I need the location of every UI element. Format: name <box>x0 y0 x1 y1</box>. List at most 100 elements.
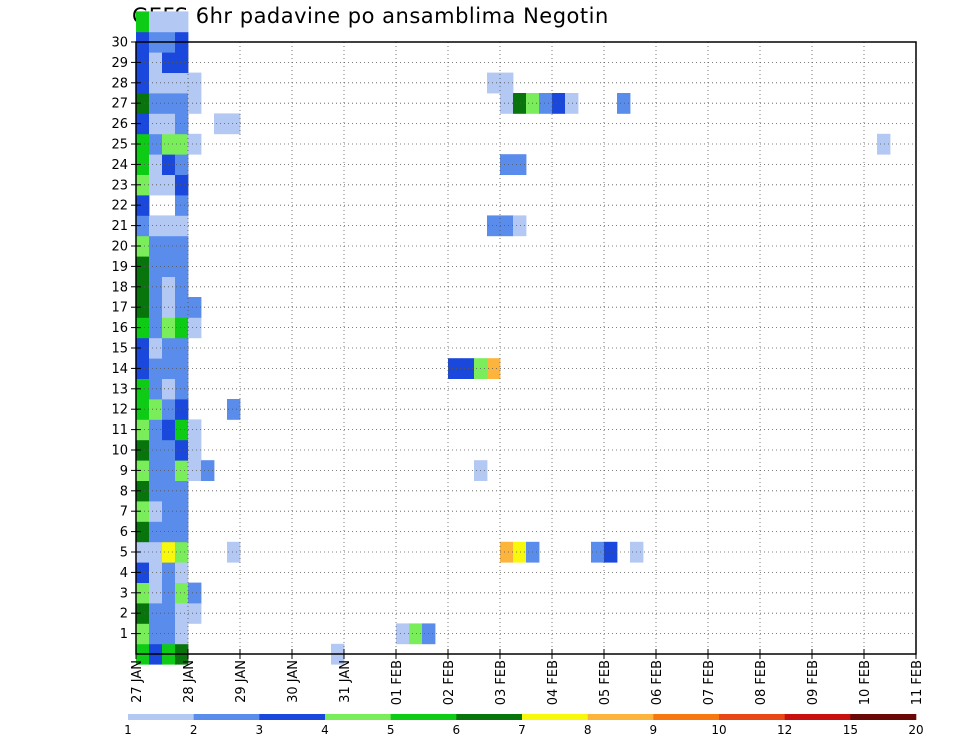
heatmap-cell <box>396 623 410 645</box>
heatmap-cell <box>136 623 150 645</box>
heatmap-cell <box>175 195 189 216</box>
heatmap-cell <box>175 337 189 359</box>
y-tick-label: 6 <box>120 525 128 540</box>
heatmap-cell <box>539 93 553 114</box>
legend-label: 4 <box>321 723 329 737</box>
heatmap-cell <box>136 11 150 33</box>
heatmap-cell <box>149 317 163 339</box>
legend-swatch <box>587 714 654 720</box>
heatmap-cell <box>175 52 189 73</box>
legend-label: 7 <box>518 723 526 737</box>
legend-label: 9 <box>650 723 658 737</box>
x-tick-label: 03 FEB <box>494 660 509 705</box>
heatmap-cell <box>513 215 527 237</box>
heatmap-cell <box>136 562 150 583</box>
heatmap-cell <box>149 378 163 400</box>
heatmap-cell <box>136 419 150 441</box>
heatmap-cell <box>513 154 527 175</box>
heatmap-cell <box>149 501 163 522</box>
x-tick-label: 28 JAN <box>182 660 197 703</box>
heatmap-cell <box>149 215 163 237</box>
x-tick-label: 30 JAN <box>286 660 301 703</box>
x-tick-label: 09 FEB <box>806 660 821 705</box>
heatmap-cell <box>175 215 189 237</box>
heatmap-cell <box>149 460 163 481</box>
heatmap-cell <box>513 541 527 563</box>
legend-label: 5 <box>387 723 395 737</box>
heatmap-cell <box>487 358 501 379</box>
cells-layer <box>136 11 891 665</box>
heatmap-cell <box>136 460 150 481</box>
legend-label: 15 <box>843 723 858 737</box>
legend-swatch <box>325 714 391 720</box>
heatmap-cell <box>136 72 150 94</box>
heatmap-cell <box>175 11 189 33</box>
heatmap-cell <box>149 562 163 583</box>
heatmap-cell <box>188 133 202 155</box>
y-tick-label: 11 <box>111 423 128 438</box>
heatmap-cell <box>136 337 150 359</box>
y-tick-label: 22 <box>111 199 128 214</box>
heatmap-cell <box>136 174 150 196</box>
legend-label: 20 <box>908 723 923 737</box>
heatmap-cell <box>149 256 163 277</box>
chart-title: GEFS 6hr padavine po ansamblima Negotin <box>132 4 609 28</box>
heatmap-cell <box>604 541 618 563</box>
heatmap-cell <box>188 439 202 461</box>
heatmap-cell <box>175 562 189 583</box>
heatmap-cell <box>149 582 163 604</box>
heatmap-cell <box>149 11 163 33</box>
heatmap-cell <box>175 480 189 502</box>
heatmap-cell <box>149 603 163 624</box>
y-tick-label: 27 <box>111 97 128 112</box>
heatmap-cell <box>175 419 189 441</box>
heatmap-cell <box>175 297 189 318</box>
heatmap-cell <box>448 358 462 379</box>
heatmap-cell <box>136 480 150 502</box>
heatmap-cell <box>149 52 163 73</box>
heatmap-cell <box>188 297 202 318</box>
heatmap-cell <box>175 358 189 379</box>
heatmap-cell <box>227 399 241 420</box>
heatmap-cell <box>188 317 202 339</box>
y-tick-label: 12 <box>111 403 128 418</box>
heatmap-cell <box>227 541 241 563</box>
y-tick-label: 24 <box>111 158 128 173</box>
y-tick-label: 28 <box>111 76 128 91</box>
heatmap-cell <box>136 276 150 298</box>
y-tick-label: 23 <box>111 178 128 193</box>
heatmap-cell <box>136 603 150 624</box>
heatmap-cell <box>136 113 150 135</box>
heatmap-cell <box>175 133 189 155</box>
x-tick-label: 04 FEB <box>546 660 561 705</box>
heatmap-cell <box>136 378 150 400</box>
heatmap-cell <box>487 72 501 94</box>
heatmap-cell <box>136 541 150 563</box>
heatmap-cell <box>188 419 202 441</box>
heatmap-cell <box>136 235 150 257</box>
heatmap-cell <box>149 72 163 94</box>
heatmap-cell <box>175 521 189 543</box>
legend-swatch <box>653 714 720 720</box>
heatmap-cell <box>175 603 189 624</box>
legend-label: 8 <box>584 723 592 737</box>
heatmap-cell <box>136 399 150 420</box>
legend-swatch <box>850 714 917 720</box>
heatmap-cell <box>136 154 150 175</box>
heatmap-cell <box>487 215 501 237</box>
heatmap-cell <box>136 521 150 543</box>
heatmap-cell <box>175 623 189 645</box>
y-tick-label: 1 <box>120 627 128 642</box>
y-tick-label: 30 <box>111 36 128 51</box>
x-tick-label: 02 FEB <box>442 660 457 705</box>
x-tick-label: 07 FEB <box>702 660 717 705</box>
heatmap-cell <box>175 174 189 196</box>
heatmap-cell <box>162 11 176 33</box>
heatmap-cell <box>175 460 189 481</box>
heatmap-cell <box>136 256 150 277</box>
heatmap-cell <box>591 541 605 563</box>
heatmap-cell <box>136 501 150 522</box>
legend-label: 10 <box>711 723 726 737</box>
heatmap-cell <box>175 235 189 257</box>
y-tick-label: 2 <box>120 607 128 622</box>
